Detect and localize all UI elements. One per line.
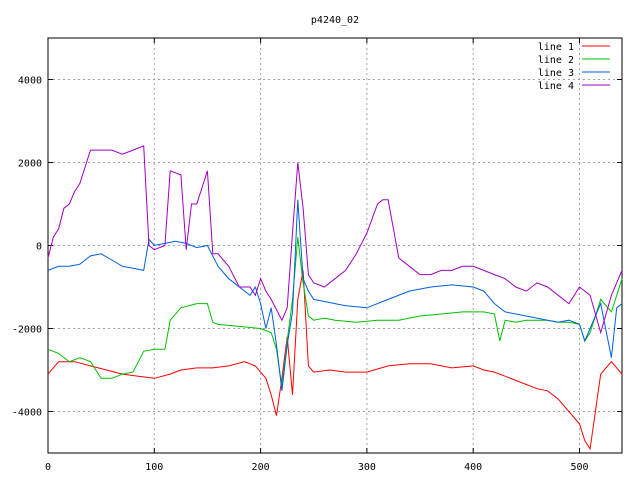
x-tick-label: 300: [358, 462, 376, 473]
x-tick-label: 500: [570, 462, 588, 473]
legend-label-3: line 3: [538, 68, 574, 79]
legend: line 1 line 2 line 3 line 4: [538, 42, 610, 92]
x-tick-label: 200: [252, 462, 270, 473]
y-tick-label: 2000: [18, 159, 42, 170]
series-line-1: [47, 270, 623, 451]
series-line-2: [47, 237, 623, 387]
x-tick-label: 400: [464, 462, 482, 473]
chart-title: p4240_02: [311, 15, 359, 26]
series-layer: [47, 145, 623, 451]
x-tick-label: 100: [145, 462, 163, 473]
y-tick-label: -4000: [12, 408, 42, 419]
x-tick-label: 0: [45, 462, 51, 473]
series-line-3: [47, 199, 623, 391]
grid-layer: [47, 38, 622, 453]
tick-labels: 0 100 200 300 400 500 -4000 -2000 0 2000 4000: [12, 76, 589, 474]
series-line-4: [47, 145, 623, 335]
y-tick-label: 4000: [18, 76, 42, 87]
legend-label-2: line 2: [538, 55, 574, 66]
y-tick-label: 0: [36, 242, 42, 253]
legend-label-4: line 4: [538, 81, 574, 92]
y-tick-label: -2000: [12, 325, 42, 336]
legend-label-1: line 1: [538, 42, 574, 53]
plot-frame: [47, 37, 623, 454]
